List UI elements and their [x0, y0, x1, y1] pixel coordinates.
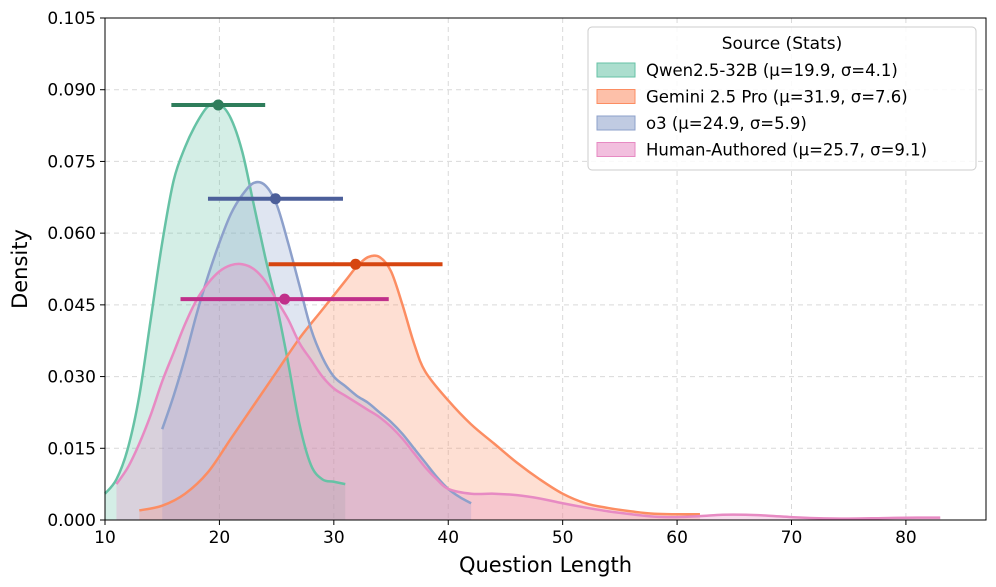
x-tick-label: 60 [666, 528, 688, 548]
legend-label-qwen: Qwen2.5-32B (μ=19.9, σ=4.1) [646, 61, 898, 80]
mean-marker-o3 [269, 193, 281, 205]
mean-marker-gemini [350, 258, 362, 270]
legend-swatch-qwen [596, 62, 636, 78]
y-tick-label: 0.015 [47, 439, 96, 459]
legend: Source (Stats) Qwen2.5-32B (μ=19.9, σ=4.… [587, 26, 977, 171]
legend-swatch-gemini [596, 89, 636, 104]
legend-swatch-human [596, 142, 636, 157]
x-axis-ticks: 10 20 30 40 50 60 70 80 [94, 520, 917, 548]
plot-frame [104, 17, 987, 521]
density-line-qwen [104, 101, 346, 495]
density-fills [105, 103, 941, 520]
x-tick-label: 80 [895, 528, 917, 548]
density-line-o3 [161, 180, 472, 505]
density-line-human [115, 262, 941, 520]
x-tick-label: 40 [437, 528, 459, 548]
y-axis-ticks: 0.000 0.015 0.030 0.045 0.060 0.075 0.090 0.105 [47, 9, 105, 531]
legend-title: Source (Stats) [722, 34, 842, 54]
y-axis-label: Density [8, 229, 32, 309]
x-tick-label: 30 [323, 528, 345, 548]
density-area-qwen [105, 103, 346, 520]
legend-box [587, 26, 977, 171]
density-area-gemini [139, 255, 700, 520]
density-lines [104, 101, 941, 520]
mean-marker-human [279, 293, 291, 305]
x-tick-label: 20 [209, 528, 231, 548]
y-tick-label: 0.045 [47, 296, 96, 316]
legend-label-human: Human-Authored (μ=25.7, σ=9.1) [646, 141, 927, 160]
y-tick-label: 0.105 [47, 9, 96, 29]
y-tick-label: 0.000 [47, 511, 96, 531]
x-tick-label: 10 [94, 528, 116, 548]
y-tick-label: 0.090 [47, 81, 96, 101]
mean-std-markers [171, 99, 443, 305]
density-line-gemini [139, 254, 700, 516]
y-tick-label: 0.060 [47, 224, 96, 244]
legend-swatch-o3 [596, 115, 636, 131]
x-tick-label: 70 [781, 528, 803, 548]
y-tick-label: 0.075 [47, 152, 96, 172]
density-area-o3 [162, 182, 472, 520]
legend-label-gemini: Gemini 2.5 Pro (μ=31.9, σ=7.6) [646, 88, 908, 107]
x-tick-label: 50 [552, 528, 574, 548]
density-area-human [116, 263, 941, 520]
legend-label-o3: o3 (μ=24.9, σ=5.9) [646, 114, 807, 133]
y-tick-label: 0.030 [47, 368, 96, 388]
mean-marker-qwen [212, 99, 224, 111]
x-axis-label: Question Length [459, 553, 632, 577]
